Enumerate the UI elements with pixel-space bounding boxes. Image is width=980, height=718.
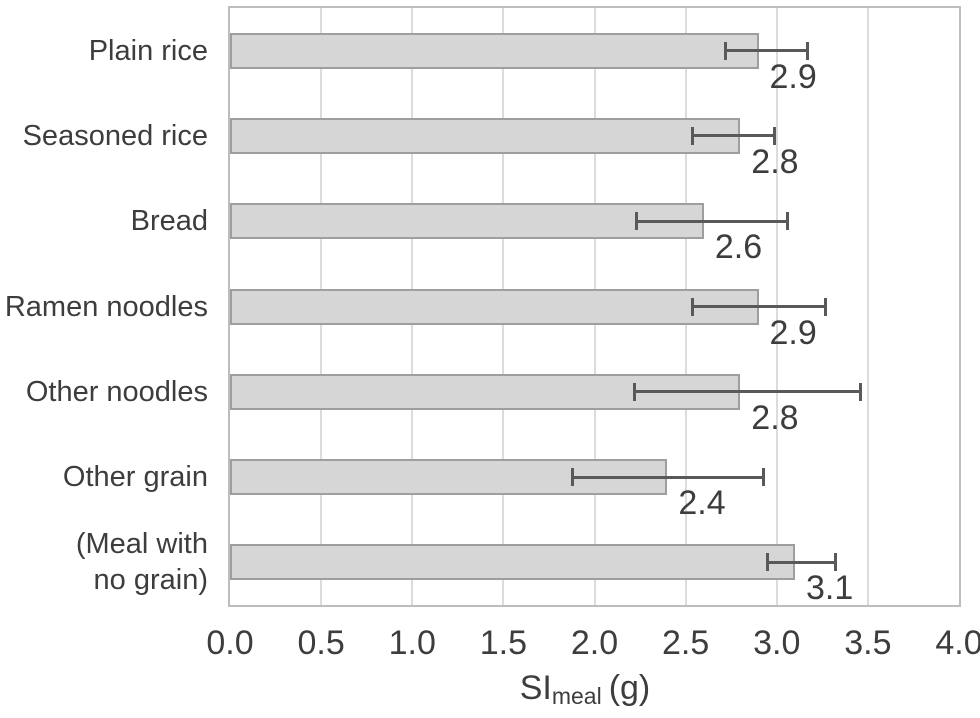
bar-value-label: 3.1 bbox=[805, 569, 854, 608]
error-bar-line bbox=[636, 219, 788, 223]
category-label: (Meal with no grain) bbox=[75, 528, 208, 597]
error-bar-cap bbox=[786, 212, 790, 231]
error-bar-cap bbox=[634, 212, 638, 231]
error-bar-cap bbox=[806, 41, 810, 60]
bar bbox=[230, 117, 741, 154]
bar-value-label: 2.8 bbox=[751, 142, 799, 181]
axis-title-main: SI bbox=[519, 669, 552, 707]
error-bar-cap bbox=[633, 382, 637, 401]
error-bar-cap bbox=[724, 41, 728, 60]
error-bar-cap bbox=[833, 553, 837, 572]
bar bbox=[230, 288, 759, 325]
category-label: Seasoned rice bbox=[22, 119, 208, 152]
error-bar-line bbox=[692, 305, 826, 308]
bar-value-label: 2.9 bbox=[769, 313, 817, 352]
error-bar-cap bbox=[766, 553, 770, 572]
x-tick-label: 3.0 bbox=[753, 624, 801, 662]
error-bar-line bbox=[572, 475, 764, 479]
category-label: Plain rice bbox=[88, 34, 208, 67]
gridline bbox=[866, 8, 869, 605]
error-bar-cap bbox=[762, 468, 766, 487]
x-tick-label: 2.5 bbox=[661, 624, 710, 662]
axis-title-subscript: meal bbox=[551, 683, 602, 710]
x-axis-title: SImeal (g) bbox=[455, 668, 715, 708]
error-bar-cap bbox=[691, 297, 695, 316]
bar bbox=[230, 544, 795, 581]
error-bar-cap bbox=[824, 297, 828, 316]
category-label: Other grain bbox=[62, 461, 208, 494]
x-tick-label: 4.0 bbox=[935, 624, 980, 662]
x-tick-label: 0.5 bbox=[297, 624, 345, 662]
bar bbox=[230, 373, 741, 410]
error-bar-cap bbox=[773, 126, 777, 145]
error-bar-cap bbox=[571, 468, 575, 487]
x-tick-label: 3.5 bbox=[844, 624, 892, 662]
bar-value-label: 2.8 bbox=[751, 398, 799, 437]
x-tick-label: 1.5 bbox=[479, 624, 527, 662]
plot-area: 2.9 2.8 2.6 2.9 2.8 2.4 3.1 bbox=[228, 6, 961, 607]
error-bar-line bbox=[634, 390, 861, 394]
bar bbox=[230, 32, 759, 69]
bar-value-label: 2.4 bbox=[678, 484, 726, 523]
error-bar-line bbox=[725, 49, 808, 53]
error-bar-cap bbox=[859, 382, 863, 401]
x-tick-label: 2.0 bbox=[570, 624, 619, 662]
bar-value-label: 2.9 bbox=[769, 57, 817, 96]
category-label: Ramen noodles bbox=[4, 290, 208, 323]
error-bar-line bbox=[767, 560, 836, 564]
bar-value-label: 2.6 bbox=[714, 228, 763, 267]
x-tick-label: 1.0 bbox=[388, 624, 436, 662]
axis-title-unit: (g) bbox=[608, 669, 651, 707]
category-label: Other noodles bbox=[25, 375, 208, 408]
bar bbox=[230, 203, 704, 240]
category-label: Bread bbox=[130, 205, 208, 238]
x-tick-label: 0.0 bbox=[206, 624, 254, 662]
error-bar-cap bbox=[691, 126, 695, 145]
error-bar-line bbox=[692, 134, 775, 138]
